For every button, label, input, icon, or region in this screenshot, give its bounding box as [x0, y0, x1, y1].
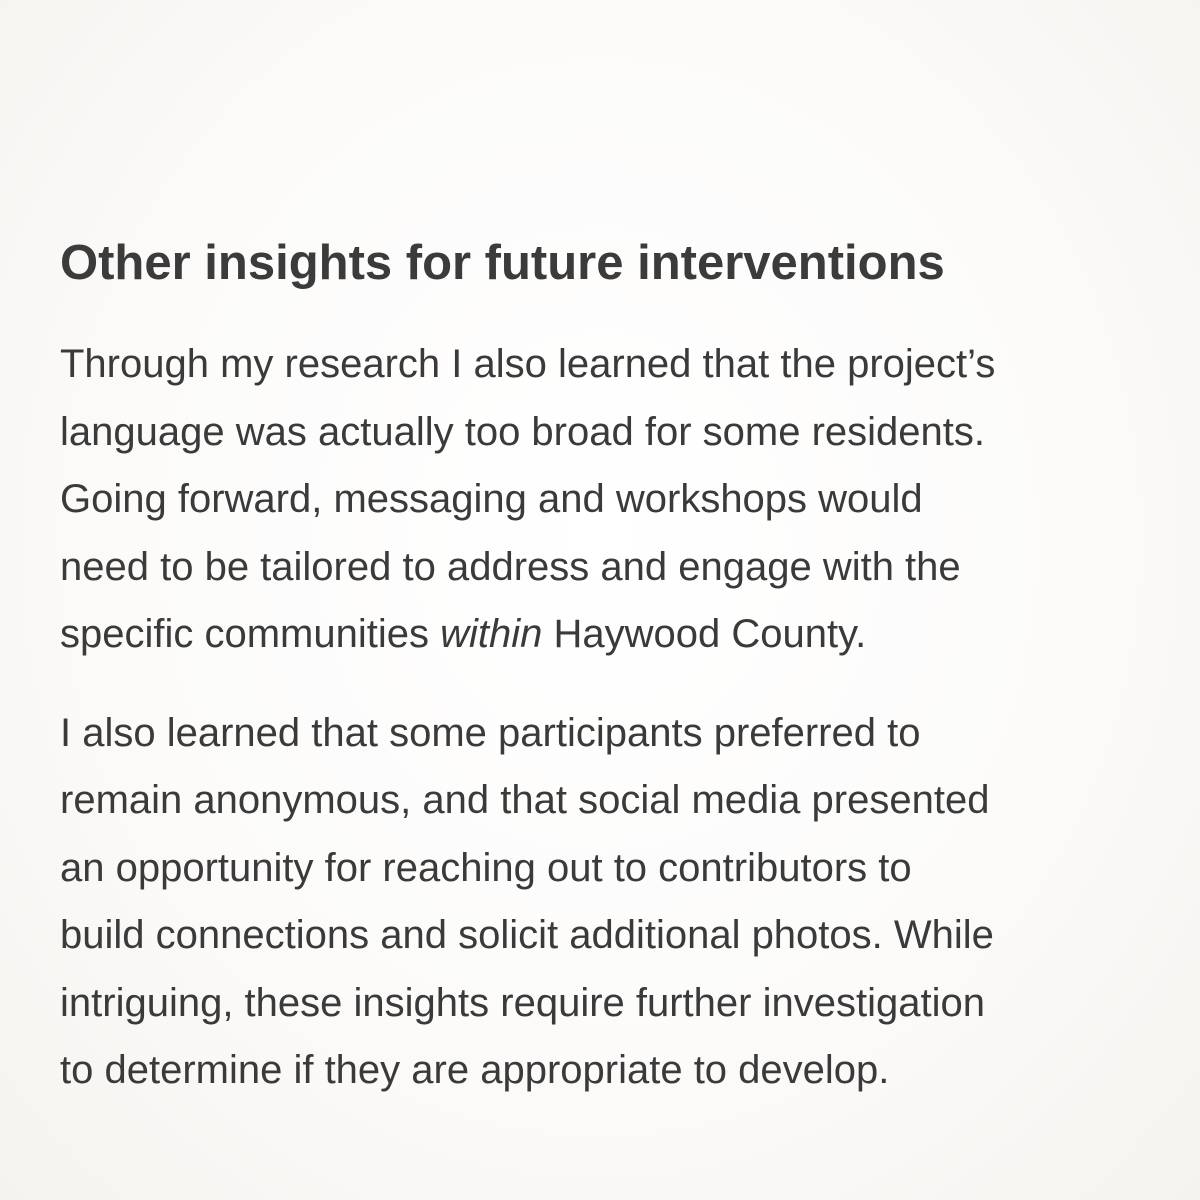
paragraph-line: intriguing, these insights require furth…: [60, 980, 985, 1025]
paragraph-line: an opportunity for reaching out to contr…: [60, 845, 912, 890]
section-heading: Other insights for future interventions: [60, 236, 945, 290]
text-segment: Haywood County.: [542, 612, 867, 656]
paragraph-line: need to be tailored to address and engag…: [60, 544, 961, 589]
article: Other insights for future interventions …: [60, 232, 1150, 1105]
paragraph-participant-insights: I also learned that some participants pr…: [60, 700, 1150, 1105]
paragraph-line: Going forward, messaging and workshops w…: [60, 477, 923, 521]
paragraph-line: remain anonymous, and that social media …: [60, 778, 990, 822]
paragraph-line: language was actually too broad for some…: [60, 409, 985, 454]
paragraph-line: Through my research I also learned that …: [60, 342, 996, 386]
paragraph-line: to determine if they are appropriate to …: [60, 1048, 890, 1092]
paragraph-research-findings: Through my research I also learned that …: [60, 331, 1150, 669]
paragraph-line: I also learned that some participants pr…: [60, 710, 921, 755]
paragraph-line: build connections and solicit additional…: [60, 913, 994, 957]
paragraph-line-with-emphasis: specific communities within Haywood Coun…: [60, 601, 1150, 669]
emphasized-word: within: [440, 612, 543, 656]
text-segment: specific communities: [60, 612, 441, 656]
